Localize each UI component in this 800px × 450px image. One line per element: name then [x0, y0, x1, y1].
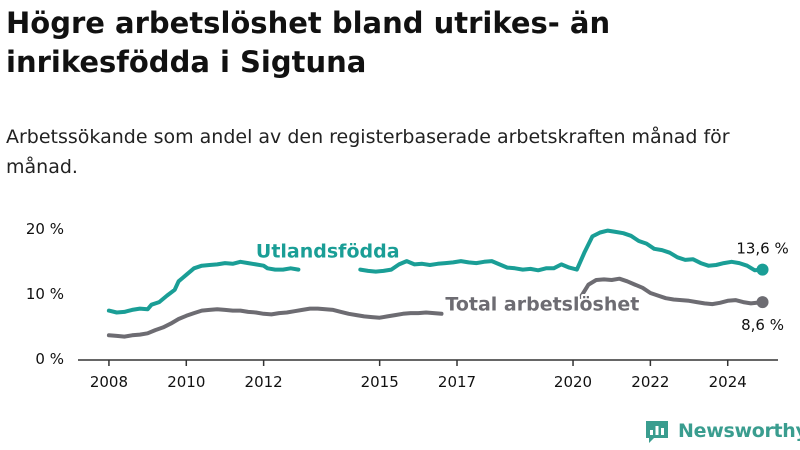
x-tick-label-2010: 2010: [167, 373, 205, 391]
x-tick-label-2017: 2017: [438, 373, 476, 391]
utlandsfodda-end-marker: [756, 263, 769, 276]
x-tick-label-2015: 2015: [361, 373, 399, 391]
chart-subtitle: Arbetssökande som andel av den registerb…: [6, 126, 730, 178]
y-tick-label-0: 0 %: [35, 350, 64, 368]
x-tick-label-2008: 2008: [90, 373, 128, 391]
x-tick-label-2020: 2020: [554, 373, 592, 391]
x-tick-label-2012: 2012: [245, 373, 283, 391]
total-arbetsloshet-series-label: Total arbetslöshet: [445, 294, 639, 316]
total-arbetsloshet-end-value-label: 8,6 %: [741, 316, 784, 334]
utlandsfodda-line: [106, 228, 765, 315]
total-arbetsloshet-line: [106, 276, 765, 339]
y-tick-label-10: 10 %: [26, 285, 64, 303]
y-tick-label-20: 20 %: [26, 220, 64, 238]
utlandsfodda-end-value-label: 13,6 %: [736, 240, 788, 258]
brand-name: Newsworthy: [678, 420, 800, 442]
newsworthy-icon: [646, 421, 668, 443]
x-tick-label-2024: 2024: [709, 373, 747, 391]
newsworthy-logo: Newsworthy: [644, 418, 800, 444]
x-tick-label-2022: 2022: [631, 373, 669, 391]
total-arbetsloshet-end-marker: [756, 296, 769, 309]
chart-title: Högre arbetslöshet bland utrikes- än inr…: [6, 6, 611, 79]
utlandsfodda-series-label: Utlandsfödda: [256, 240, 400, 262]
